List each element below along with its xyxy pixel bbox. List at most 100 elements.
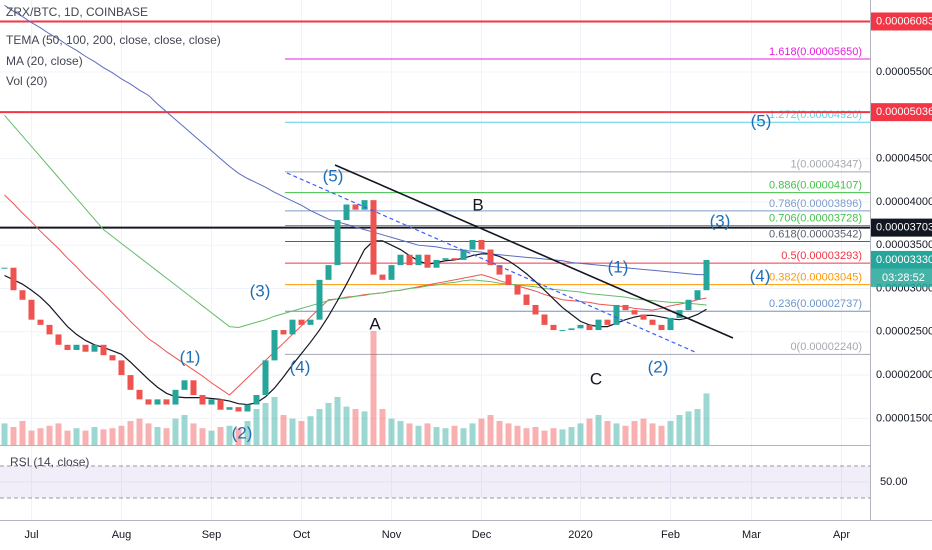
fib-label: 1(0.00004347) <box>790 159 862 171</box>
candle <box>100 344 107 356</box>
candle <box>613 304 620 325</box>
level-label: 0.00006083 <box>876 15 932 27</box>
candle <box>307 319 314 325</box>
volume-bar <box>127 421 134 445</box>
y-tick-label: 0.00001500 <box>876 412 932 424</box>
volume-bar <box>631 421 638 445</box>
fib-label: 0.618(0.00003542) <box>769 228 862 240</box>
x-tick-label: Jul <box>24 529 38 541</box>
volume-bar <box>10 427 17 445</box>
volume-bar <box>622 425 629 445</box>
volume-bar <box>280 415 287 445</box>
candle <box>199 395 206 405</box>
volume-bar <box>550 428 557 445</box>
wave-label: (1) <box>180 347 201 366</box>
candle <box>514 285 521 295</box>
candle <box>505 274 512 286</box>
candle <box>469 239 476 250</box>
volume-bar <box>298 421 305 445</box>
volume-bar <box>505 423 512 445</box>
volume-bar <box>55 423 62 445</box>
axes: 0.000015000.000020000.000025000.00003000… <box>24 12 932 541</box>
level-box <box>871 218 932 237</box>
candle <box>145 399 152 405</box>
fib-label: 0.786(0.00003896) <box>769 198 862 210</box>
volume-bar <box>235 428 242 445</box>
volume-bar <box>46 425 53 445</box>
candle <box>496 265 503 275</box>
fib-label: 0.706(0.00003728) <box>769 212 862 224</box>
candle <box>703 259 710 291</box>
volume-bar <box>64 430 71 445</box>
volume-bar <box>343 406 350 445</box>
volume-bar <box>433 427 440 445</box>
volume-bar <box>685 411 692 445</box>
y-tick-label: 0.00004500 <box>876 152 932 164</box>
y-tick-label: 0.00005500 <box>876 66 932 78</box>
candle <box>190 380 197 396</box>
candle <box>352 204 359 210</box>
candle <box>577 324 584 329</box>
wave-label: A <box>369 314 381 333</box>
chart-title: ZRX/BTC, 1D, COINBASE <box>6 5 148 19</box>
x-tick-label: Aug <box>112 529 132 541</box>
volume-bar <box>361 411 368 445</box>
candles <box>1 200 710 412</box>
wave-label: (2) <box>232 423 253 442</box>
tema-legend: TEMA (50, 100, 200, close, close, close) <box>6 33 221 47</box>
volume-bar <box>523 428 530 445</box>
countdown: 03:28:52 <box>882 272 925 284</box>
volume-bar <box>586 418 593 445</box>
volume-bar <box>703 393 710 445</box>
wave-label: (5) <box>751 111 772 130</box>
x-tick-label: Apr <box>833 529 850 541</box>
candle <box>694 290 701 300</box>
volume-legend: Vol (20) <box>6 74 47 88</box>
candle <box>640 314 647 320</box>
level-label: 0.00003703 <box>876 222 932 234</box>
candle <box>451 258 458 260</box>
countdown-box <box>871 268 932 287</box>
candle <box>289 319 296 335</box>
candle <box>10 267 17 291</box>
volume-bar <box>667 421 674 445</box>
candle <box>433 259 440 268</box>
candle <box>235 407 242 412</box>
y-tick-label: 0.00004000 <box>876 196 932 208</box>
wave-label: (4) <box>750 266 771 285</box>
volume-bar <box>487 415 494 445</box>
volume-bar <box>253 409 260 445</box>
volume-bar <box>181 415 188 445</box>
wave-label: (5) <box>323 166 344 185</box>
tema-line <box>4 114 707 328</box>
y-tick-label: 0.00003500 <box>876 239 932 251</box>
wave-label: (3) <box>250 281 271 300</box>
volume-bar <box>415 425 422 445</box>
candle <box>649 319 656 325</box>
x-tick-label: Sep <box>202 529 222 541</box>
candle <box>64 344 71 350</box>
volume-bar <box>307 416 314 445</box>
candle <box>55 334 62 345</box>
candle <box>550 324 557 331</box>
candle <box>208 399 215 405</box>
volume-bar <box>217 427 224 445</box>
candle <box>28 299 35 320</box>
trend-line-dashed <box>286 172 696 353</box>
fib-label: 0.236(0.00002737) <box>769 298 862 310</box>
candle <box>37 319 44 325</box>
x-tick-label: Feb <box>661 529 680 541</box>
volume-bar <box>100 429 107 445</box>
candle <box>343 204 350 221</box>
candle <box>460 249 467 260</box>
volume-bar <box>658 425 665 445</box>
volume-bar <box>136 418 143 445</box>
volume-bar <box>532 427 539 445</box>
wave-label: C <box>590 369 602 388</box>
volume-bar <box>478 418 485 445</box>
level-label: 0.00005036 <box>876 106 932 118</box>
candle <box>19 290 26 300</box>
volume-bar <box>379 409 386 445</box>
last-price-box <box>871 250 932 269</box>
volume-bar <box>460 428 467 445</box>
